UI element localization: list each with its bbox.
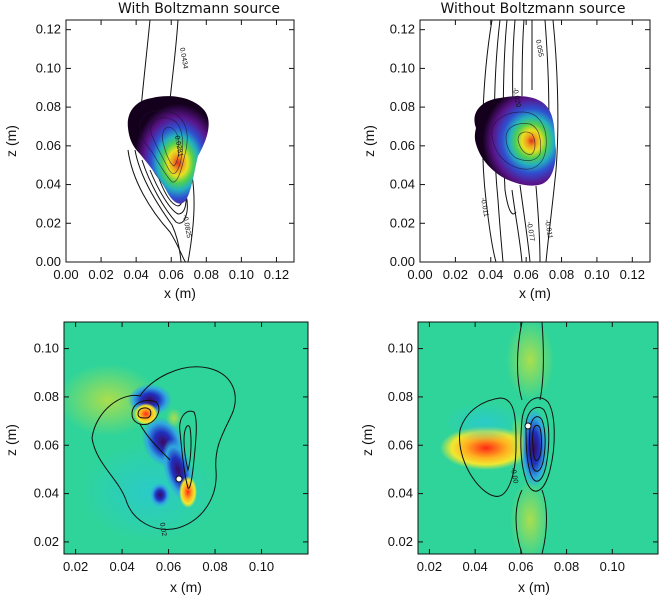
inner-contours [491,111,547,170]
axis-ticks: 0.02 0.04 0.06 0.08 0.10 0.02 0.04 0.06 0.08 0.10 [34,322,308,574]
hot-lobe [134,403,158,425]
y-axis-label: z (m) [3,424,19,456]
panel-bottom-right: -0.00 0.02 0.04 0.06 0.08 0.100.020.040.060.… [359,321,659,595]
x-axis-label: x (m) [518,579,550,595]
soft-lobe [510,414,526,466]
y-tick-label: 0.06 [388,437,413,452]
y-tick-label: 0.10 [34,341,59,356]
contour-lines [91,366,236,530]
soft-lobe [506,322,554,400]
axis-ticks: 0.00 0.02 0.04 0.06 0.08 0.10 0.12 0.00 0.02 0.04… [36,20,294,282]
soft-lobe [444,402,524,442]
y-axis-label: z (m) [3,125,19,157]
inner-contours [139,110,188,183]
y-tick-label: 0.08 [34,389,59,404]
y-tick-label: 0.10 [390,60,415,75]
x-tick-label: 0.06 [508,559,533,574]
contour-label: 0.02 [158,522,167,537]
contour-label: -0.011 [479,197,489,217]
contour-label: 0.0281 [173,135,184,157]
y-tick-label: 0.04 [36,177,61,192]
y-tick-label: 0.06 [36,138,61,153]
x-tick-label: 0.12 [620,267,645,282]
x-tick-label: 0.04 [109,559,134,574]
y-tick-label: 0.08 [36,99,61,114]
x-axis-label: x (m) [170,579,202,595]
x-tick-label: 0.02 [88,267,113,282]
contour-label: -0.00 [509,467,519,484]
contour-label: 0.0434 [178,47,189,69]
x-axis-label: x (m) [164,285,196,301]
x-tick-label: 0.02 [63,559,88,574]
x-tick-label: 0.00 [53,267,78,282]
contour-label: -0.020 [511,87,521,108]
x-tick-label: 0.10 [249,559,274,574]
soft-lobe [64,364,158,436]
contour-lines [459,322,555,554]
plot-frame [417,321,659,555]
contour-label: -0.0825 [181,214,192,239]
y-axis-label: z (m) [359,424,375,456]
y-tick-label: 0.08 [388,389,413,404]
panel-top-right: Without Boltzmann source [361,1,651,301]
y-tick-label: 0.12 [36,22,61,37]
x-tick-label: 0.10 [584,267,609,282]
y-tick-label: 0.02 [36,215,61,230]
y-tick-label: 0.10 [388,341,413,356]
plot-frame [63,321,309,555]
density-blob [474,96,556,186]
plot-frame [419,19,651,263]
x-tick-label: 0.02 [417,559,442,574]
x-tick-label: 0.06 [159,267,184,282]
density-blob [127,96,209,204]
x-tick-label: 0.08 [554,559,579,574]
contour-label: 0.055 [534,39,544,58]
y-tick-label: 0.00 [390,254,415,269]
soft-lobe [510,480,550,554]
panel-title: With Boltzmann source [118,1,280,17]
y-tick-label: 0.06 [34,437,59,452]
y-tick-label: 0.12 [390,22,415,37]
panel-top-left: With Boltzmann source 0.0434 0.028 [3,1,295,301]
x-tick-label: 0.08 [202,559,227,574]
y-tick-label: 0.00 [36,254,61,269]
soft-lobe [166,408,182,428]
y-tick-label: 0.04 [388,486,413,501]
plot-frame [65,19,295,263]
x-tick-label: 0.04 [478,267,503,282]
x-tick-label: 0.08 [549,267,574,282]
x-tick-label: 0.06 [513,267,538,282]
panel-bottom-left: 0.02 0.02 0.04 0.06 0.08 0.100.020.040.060.0… [3,321,309,595]
source-marker [175,475,183,483]
x-tick-label: 0.00 [407,267,432,282]
axis-ticks: 0.00 0.02 0.04 0.06 0.08 0.10 0.12 0.00 0.02 0.04… [390,20,650,282]
source-marker [524,422,532,430]
axis-ticks: 0.02 0.04 0.06 0.08 0.10 0.02 0.04 0.06 0.08 0.10 [388,322,658,574]
y-tick-label: 0.02 [390,215,415,230]
x-tick-label: 0.04 [123,267,148,282]
y-tick-label: 0.08 [390,99,415,114]
contour-label: -0.011 [543,219,553,239]
y-tick-label: 0.10 [36,60,61,75]
y-tick-label: 0.06 [390,138,415,153]
cold-lobe [150,483,170,507]
panel-title: Without Boltzmann source [441,1,626,17]
x-tick-label: 0.08 [194,267,219,282]
x-tick-label: 0.06 [156,559,181,574]
y-tick-label: 0.02 [388,534,413,549]
x-tick-label: 0.10 [600,559,625,574]
hot-lobe [179,476,197,508]
contour-label: -0.077 [525,221,535,242]
x-tick-label: 0.12 [264,267,289,282]
y-tick-label: 0.02 [34,534,59,549]
x-tick-label: 0.04 [462,559,487,574]
y-tick-label: 0.04 [390,177,415,192]
x-tick-label: 0.02 [443,267,468,282]
y-axis-label: z (m) [361,125,377,157]
x-axis-label: x (m) [519,285,551,301]
y-tick-label: 0.04 [34,486,59,501]
x-tick-label: 0.10 [229,267,254,282]
